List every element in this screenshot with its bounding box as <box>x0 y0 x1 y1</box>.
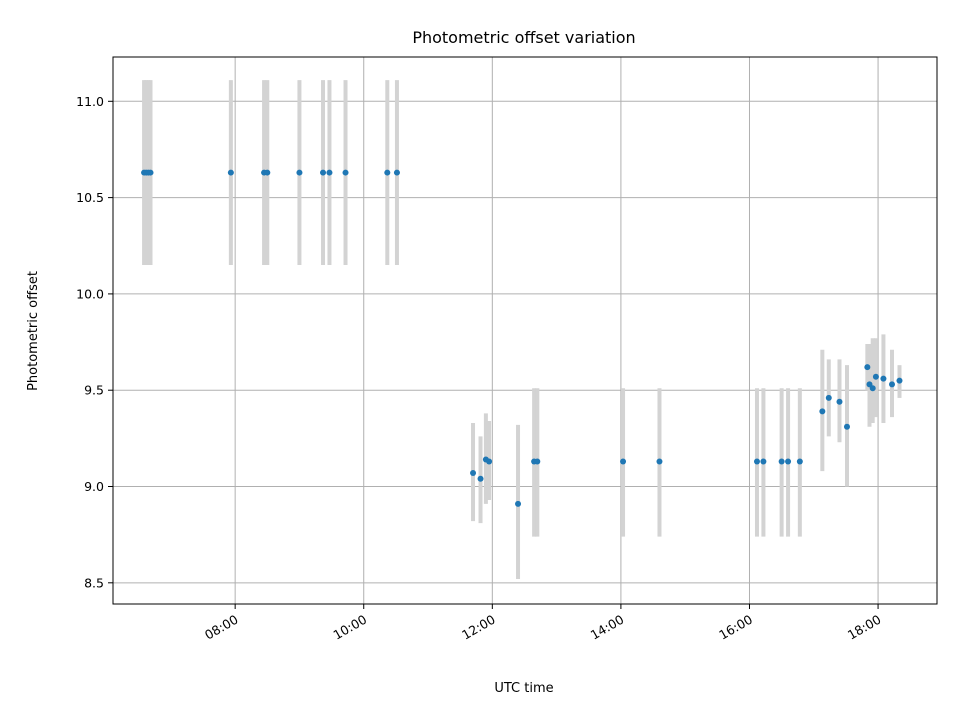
data-point <box>477 475 484 482</box>
data-point <box>534 458 541 465</box>
y-tick-label: 10.0 <box>76 286 104 301</box>
data-point <box>864 364 871 371</box>
x-tick-label: 16:00 <box>716 612 755 643</box>
x-axis-ticks: 08:00 10:00 12:00 14:00 16:00 18:00 <box>202 604 884 643</box>
data-point <box>872 373 879 380</box>
data-point <box>843 423 850 430</box>
error-bars <box>142 80 902 579</box>
y-tick-label: 11.0 <box>76 94 104 109</box>
data-point <box>785 458 792 465</box>
data-point <box>656 458 663 465</box>
data-point <box>760 458 767 465</box>
data-point <box>869 385 876 392</box>
data-point <box>342 169 349 176</box>
y-tick-label: 9.0 <box>84 479 104 494</box>
data-point <box>320 169 327 176</box>
data-point <box>836 398 843 405</box>
y-tick-label: 8.5 <box>84 575 104 590</box>
chart-title: Photometric offset variation <box>412 28 635 47</box>
x-tick-label: 10:00 <box>331 612 370 643</box>
data-point <box>326 169 333 176</box>
data-point <box>393 169 400 176</box>
data-point <box>515 500 522 507</box>
data-point <box>296 169 303 176</box>
data-point <box>753 458 760 465</box>
data-point <box>888 381 895 388</box>
data-point <box>778 458 785 465</box>
plot-frame <box>112 56 938 605</box>
data-point <box>896 377 903 384</box>
data-point <box>796 458 803 465</box>
data-point <box>825 394 832 401</box>
y-axis-ticks: 8.5 9.0 9.5 10.0 10.5 11.0 <box>76 94 113 590</box>
data-point <box>819 408 826 415</box>
data-point <box>620 458 627 465</box>
x-tick-label: 14:00 <box>588 612 627 643</box>
data-points <box>141 169 903 507</box>
grid <box>113 57 937 604</box>
y-tick-label: 9.5 <box>84 383 104 398</box>
x-axis-label: UTC time <box>494 681 553 696</box>
data-point <box>486 458 493 465</box>
data-point <box>147 169 154 176</box>
data-point <box>384 169 391 176</box>
x-tick-label: 08:00 <box>202 612 241 643</box>
x-tick-label: 12:00 <box>459 612 498 643</box>
data-point <box>880 375 887 382</box>
data-point <box>227 169 234 176</box>
data-point <box>264 169 271 176</box>
data-point <box>470 470 477 477</box>
y-tick-label: 10.5 <box>76 190 104 205</box>
y-axis-label: Photometric offset <box>26 271 41 391</box>
x-tick-label: 18:00 <box>845 612 884 643</box>
